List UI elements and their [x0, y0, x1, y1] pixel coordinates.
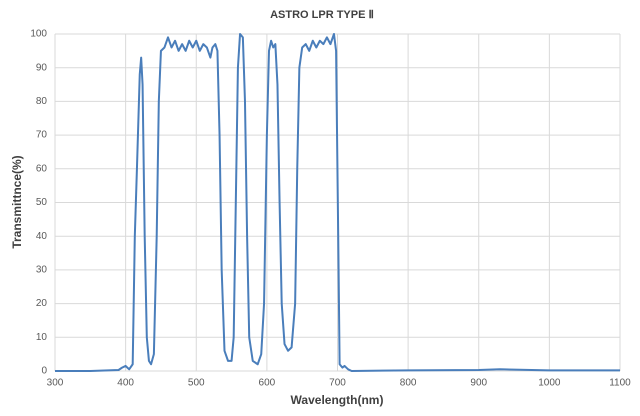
x-tick-label: 600	[259, 378, 276, 389]
y-tick-label: 60	[36, 163, 48, 174]
y-tick-label: 90	[36, 62, 48, 73]
y-tick-label: 10	[36, 332, 48, 343]
data-line	[55, 33, 620, 372]
y-tick-label: 100	[30, 29, 47, 40]
y-tick-label: 30	[36, 265, 48, 276]
x-tick-label: 400	[117, 378, 134, 389]
y-tick-label: 80	[36, 96, 48, 107]
x-tick-label: 700	[329, 378, 346, 389]
y-tick-label: 50	[36, 197, 48, 208]
x-axis-title: Wavelength(nm)	[291, 393, 384, 407]
x-tick-label: 1000	[538, 378, 561, 389]
x-tick-label: 500	[188, 378, 205, 389]
y-tick-label: 70	[36, 130, 48, 141]
x-tick-label: 300	[47, 378, 64, 389]
x-tick-label: 800	[400, 378, 417, 389]
x-tick-label: 900	[470, 378, 487, 389]
y-tick-label: 0	[41, 366, 47, 377]
y-tick-label: 40	[36, 231, 48, 242]
y-tick-label: 20	[36, 298, 48, 309]
x-tick-label: 1100	[609, 378, 631, 389]
chart-title: ASTRO LPR TYPE Ⅱ	[270, 9, 374, 21]
y-axis-title: Transmittnce(%)	[10, 155, 24, 248]
